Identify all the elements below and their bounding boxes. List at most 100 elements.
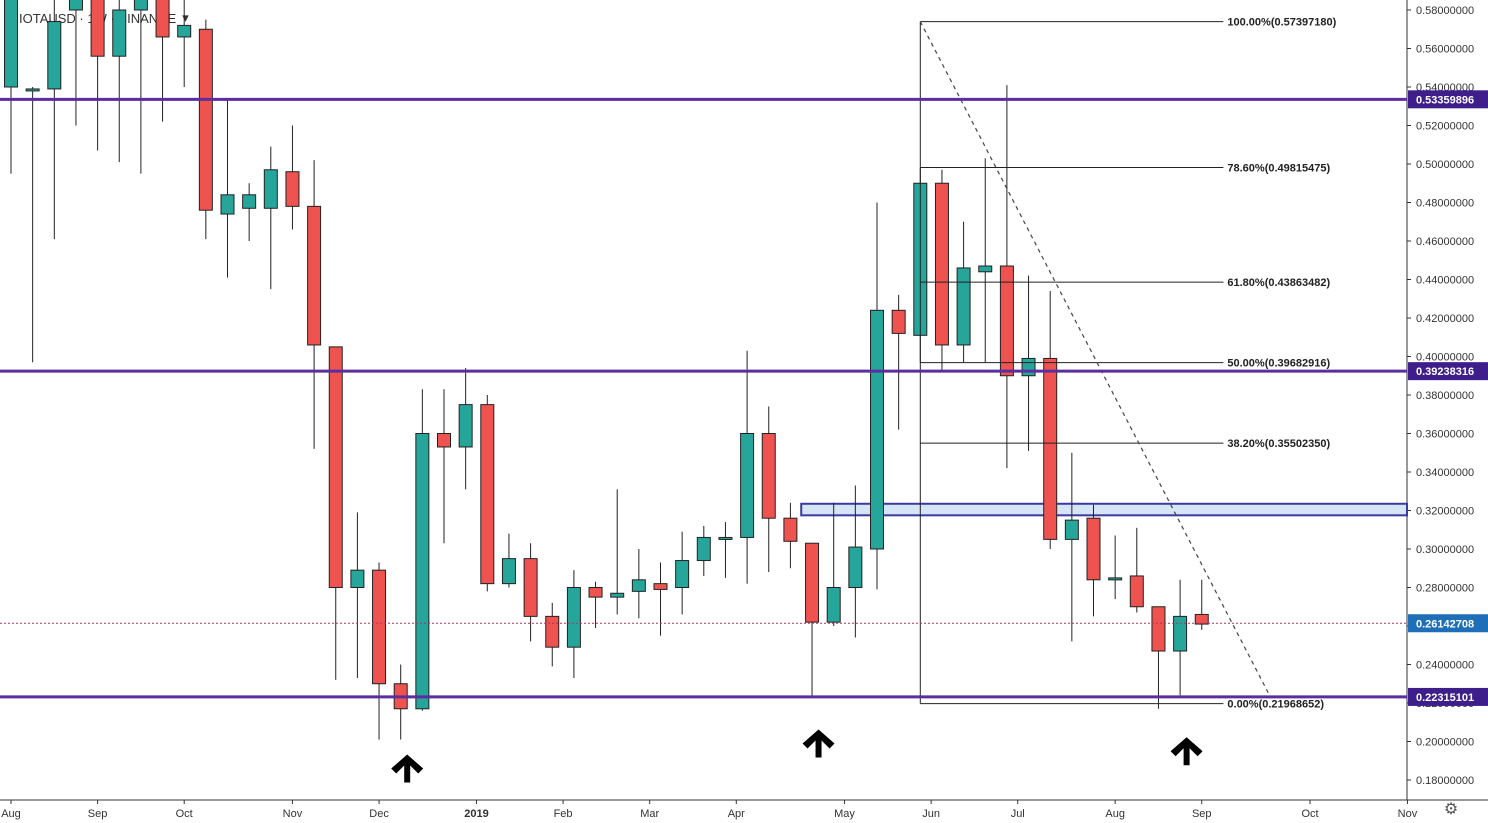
candle-body — [1043, 357, 1058, 540]
candle-body — [68, 0, 83, 11]
fib-level-label: 61.80%(0.43863482) — [1227, 277, 1330, 289]
x-tick-label: Mar — [640, 808, 659, 820]
candle-body — [1173, 615, 1188, 652]
candle-body — [653, 583, 668, 590]
y-tick-label: 0.32000000 — [1416, 506, 1474, 518]
candle-body — [415, 433, 430, 710]
candle-body — [566, 587, 581, 648]
candle-body — [90, 0, 105, 57]
candle-body — [1108, 577, 1123, 581]
candle-body — [545, 615, 560, 648]
x-tick-label: Feb — [554, 808, 573, 820]
x-tick-label: Nov — [1398, 808, 1418, 820]
x-tick-label: Oct — [1301, 808, 1318, 820]
candle-body — [805, 542, 820, 623]
x-tick-label: Oct — [176, 808, 193, 820]
y-tick-label: 0.56000000 — [1416, 44, 1474, 56]
y-tick-label: 0.44000000 — [1416, 275, 1474, 287]
y-tick-label: 0.34000000 — [1416, 467, 1474, 479]
fib-level-label: 38.20%(0.35502350) — [1227, 438, 1330, 450]
candle-body — [610, 592, 625, 598]
candle-body — [155, 0, 170, 38]
y-tick-label: 0.20000000 — [1416, 737, 1474, 749]
fib-level-label: 100.00%(0.57397180) — [1227, 17, 1336, 29]
candle-body — [458, 404, 473, 448]
candle-body — [133, 0, 148, 11]
candle-body — [307, 205, 322, 346]
fib-level-label: 78.60%(0.49815475) — [1227, 163, 1330, 175]
candle-body — [1021, 357, 1036, 377]
fib-level-label: 50.00%(0.39682916) — [1227, 358, 1330, 370]
candle-body — [870, 309, 884, 550]
price-level-tag — [1408, 687, 1488, 706]
price-level-tag-label: 0.22315101 — [1416, 692, 1474, 704]
fib-level-label: 0.00%(0.21968652) — [1227, 699, 1324, 711]
up-arrow-icon — [391, 754, 424, 783]
candle-body — [220, 194, 235, 215]
gear-icon[interactable]: ⚙ — [1443, 801, 1459, 818]
candle-body — [177, 24, 192, 38]
x-tick-label: Sep — [1192, 808, 1212, 820]
y-tick-label: 0.42000000 — [1416, 313, 1474, 325]
candle-body — [263, 169, 278, 209]
y-tick-label: 0.52000000 — [1416, 121, 1474, 133]
candle-body — [826, 587, 841, 623]
candle-body — [523, 558, 538, 617]
price-level-tag-label: 0.39238316 — [1416, 366, 1474, 378]
candle-body — [978, 265, 993, 273]
x-tick-label: Aug — [1, 808, 21, 820]
candle-body — [372, 569, 387, 685]
price-level-tag — [1408, 90, 1488, 109]
candle-body — [740, 433, 755, 538]
candle-body — [4, 0, 18, 88]
candle-body — [783, 517, 798, 542]
y-tick-label: 0.30000000 — [1416, 544, 1474, 556]
price-level-tag — [1408, 362, 1488, 381]
y-tick-label: 0.46000000 — [1416, 236, 1474, 248]
y-tick-label: 0.36000000 — [1416, 429, 1474, 441]
candle-body — [696, 536, 711, 562]
candle-body — [437, 433, 451, 448]
candle-body — [631, 579, 646, 592]
y-tick-label: 0.24000000 — [1416, 660, 1474, 672]
price-level-tag-label: 0.53359896 — [1416, 94, 1474, 106]
candle-body — [25, 88, 40, 92]
x-tick-label: 2019 — [464, 808, 488, 820]
candle-body — [501, 558, 516, 585]
trend-line — [919, 21, 1272, 699]
candle-body — [934, 182, 949, 346]
candle-body — [1086, 517, 1101, 581]
candle-body — [198, 28, 213, 211]
candle-body — [675, 560, 690, 588]
up-arrow-icon — [1170, 737, 1203, 766]
resistance-zone — [800, 502, 1408, 517]
candle-body — [1064, 519, 1079, 540]
x-tick-label: May — [834, 808, 855, 820]
x-tick-label: Jul — [1011, 808, 1025, 820]
candle-body — [47, 21, 62, 90]
candle-body — [1129, 575, 1144, 608]
candle-body — [480, 404, 495, 585]
candle-body — [242, 194, 257, 209]
candle-body — [761, 433, 776, 519]
y-tick-label: 0.48000000 — [1416, 198, 1474, 210]
chevron-down-icon[interactable]: ▾ — [182, 10, 189, 25]
current-price-tag — [1408, 614, 1488, 633]
candle-body — [718, 536, 733, 540]
candle-body — [1151, 606, 1166, 652]
y-tick-label: 0.58000000 — [1416, 5, 1474, 17]
y-tick-label: 0.18000000 — [1416, 775, 1474, 787]
y-tick-label: 0.40000000 — [1416, 352, 1474, 364]
candle-body — [588, 587, 603, 598]
candle-body — [848, 546, 863, 589]
x-tick-label: Jun — [922, 808, 940, 820]
x-tick-label: Aug — [1105, 808, 1125, 820]
current-price-tag-label: 0.26142708 — [1416, 618, 1474, 630]
candle-body — [891, 309, 906, 334]
candle-body — [1194, 613, 1209, 625]
candle-body — [999, 265, 1014, 377]
x-tick-label: Apr — [728, 808, 745, 820]
candle-body — [112, 9, 127, 57]
x-tick-label: Nov — [283, 808, 303, 820]
